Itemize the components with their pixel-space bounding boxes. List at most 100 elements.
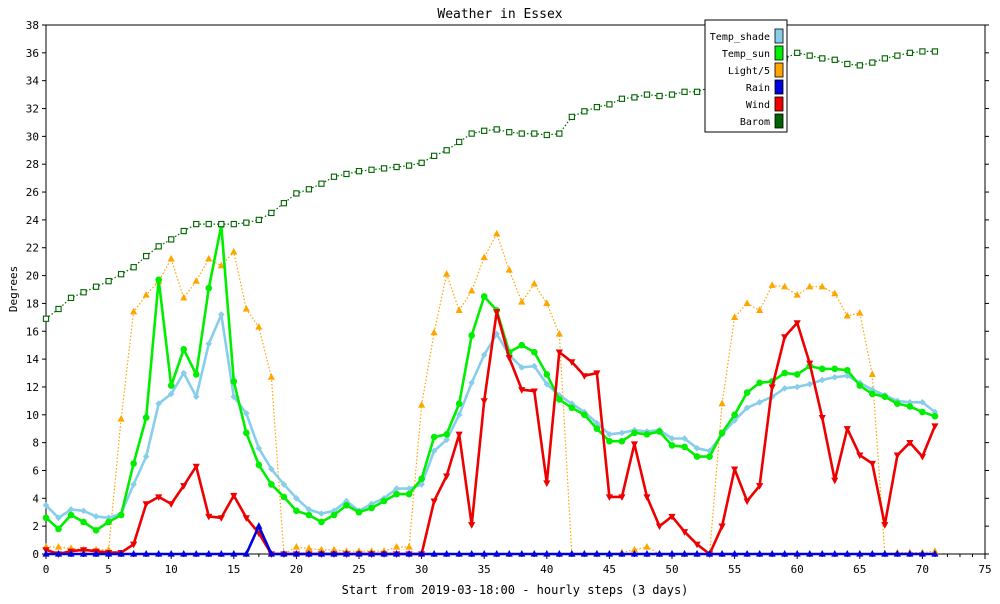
data-point-temp-sun: [330, 511, 338, 519]
data-point-light-5: [743, 299, 751, 307]
data-point-barom: [143, 252, 150, 260]
x-tick-label: 65: [853, 563, 866, 576]
data-point-temp-shade: [255, 444, 263, 452]
data-point-temp-sun: [656, 428, 663, 435]
data-point-temp-sun: [167, 382, 175, 389]
x-tick-label: 45: [603, 563, 616, 576]
data-point-barom: [230, 220, 237, 228]
y-tick-label: 20: [26, 270, 39, 283]
data-point-temp-shade: [906, 398, 914, 406]
x-tick-label: 75: [978, 563, 991, 576]
data-point-wind: [180, 483, 188, 490]
data-point-barom: [293, 190, 300, 197]
data-point-barom: [117, 271, 125, 278]
data-point-rain: [743, 550, 751, 557]
data-point-wind: [543, 480, 551, 488]
data-point-wind: [756, 483, 764, 490]
data-point-light-5: [781, 282, 789, 290]
x-tick-label: 35: [478, 563, 491, 576]
data-point-temp-sun: [881, 393, 889, 400]
legend-label: Light/5: [728, 66, 770, 77]
data-point-temp-shade: [480, 351, 488, 359]
x-tick-label: 55: [728, 563, 741, 576]
data-point-temp-shade: [192, 393, 200, 400]
data-point-light-5: [793, 291, 801, 298]
legend-swatch: [774, 28, 784, 44]
data-point-wind: [856, 452, 864, 460]
data-point-barom: [330, 173, 338, 180]
data-point-barom: [556, 130, 563, 137]
data-point-wind: [142, 501, 150, 508]
data-point-rain: [230, 550, 238, 557]
data-point-temp-shade: [155, 400, 162, 407]
y-tick-label: 32: [26, 103, 39, 116]
data-point-light-5: [518, 298, 526, 305]
data-point-temp-sun: [843, 366, 851, 374]
y-tick-label: 8: [32, 437, 39, 450]
data-point-light-5: [142, 291, 150, 298]
data-point-light-5: [180, 293, 188, 301]
data-point-temp-shade: [430, 447, 438, 455]
data-point-barom: [869, 59, 876, 66]
data-point-temp-shade: [606, 430, 613, 438]
data-point-barom: [668, 91, 676, 98]
series-line-wind: [45, 310, 937, 556]
data-point-rain: [505, 550, 513, 557]
data-point-light-5: [230, 247, 238, 255]
data-point-barom: [430, 152, 438, 160]
data-point-temp-shade: [781, 385, 788, 392]
data-point-wind: [768, 384, 776, 391]
series-line-rain: [46, 524, 935, 556]
data-point-rain: [405, 550, 413, 557]
data-point-wind: [505, 355, 513, 362]
data-point-temp-shade: [205, 340, 213, 348]
data-point-temp-shade: [919, 398, 926, 406]
data-point-light-5: [405, 543, 413, 550]
data-point-temp-shade: [180, 369, 188, 377]
data-point-wind: [167, 501, 175, 508]
y-tick-label: 2: [32, 520, 39, 533]
data-point-barom: [305, 186, 313, 193]
data-point-light-5: [806, 282, 814, 290]
data-point-light-5: [443, 270, 451, 277]
data-point-wind: [530, 388, 538, 396]
data-point-light-5: [831, 289, 839, 297]
data-point-rain: [668, 550, 676, 557]
data-point-temp-sun: [192, 371, 200, 378]
data-point-temp-shade: [243, 410, 250, 417]
data-point-rain: [831, 550, 839, 557]
data-point-barom: [193, 220, 200, 228]
legend-swatch: [774, 79, 784, 95]
data-point-rain: [117, 550, 125, 557]
y-tick-label: 22: [26, 242, 39, 255]
data-point-temp-shade: [756, 398, 763, 406]
data-point-light-5: [768, 281, 776, 288]
data-point-rain: [856, 550, 864, 557]
data-point-barom: [493, 126, 500, 133]
x-axis-label: Start from 2019-03-18:00 - hourly steps …: [342, 583, 689, 597]
data-point-temp-shade: [806, 380, 814, 388]
chart-title: Weather in Essex: [437, 7, 562, 22]
data-point-temp-shade: [593, 419, 601, 427]
data-point-temp-sun: [268, 481, 275, 488]
data-point-barom: [393, 163, 400, 171]
series-rain: [42, 522, 939, 557]
data-point-wind: [743, 498, 751, 506]
data-point-temp-sun: [894, 400, 901, 407]
data-point-barom: [255, 216, 262, 224]
y-tick-label: 10: [26, 409, 39, 422]
x-tick-label: 70: [916, 563, 929, 576]
x-tick-label: 25: [352, 563, 365, 576]
data-point-light-5: [493, 229, 501, 237]
data-point-light-5: [843, 311, 851, 319]
data-point-temp-shade: [455, 411, 463, 419]
data-point-barom: [881, 55, 888, 62]
data-point-temp-sun: [67, 511, 75, 519]
data-point-rain: [806, 550, 814, 557]
data-point-rain: [54, 550, 63, 557]
data-point-wind: [130, 541, 138, 549]
data-point-rain: [818, 550, 826, 557]
data-point-temp-sun: [706, 453, 713, 460]
data-point-temp-shade: [92, 513, 100, 520]
